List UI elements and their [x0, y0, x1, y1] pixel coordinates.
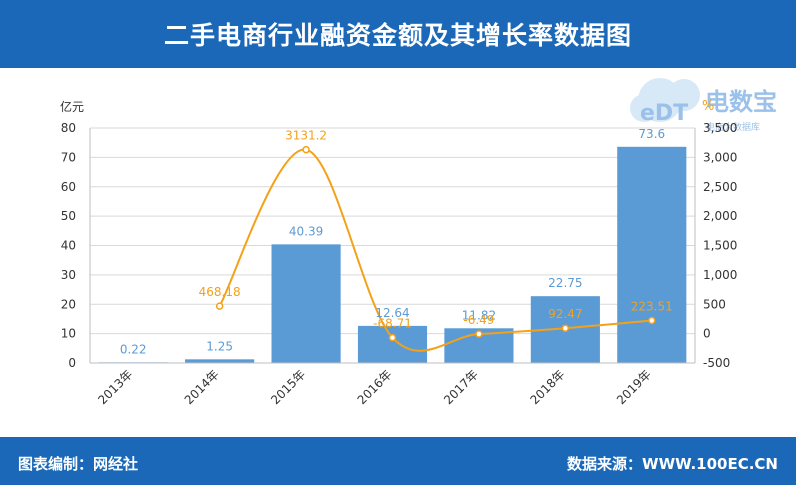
- footer-source: 数据来源：WWW.100EC.CN: [567, 455, 778, 473]
- line-point: [215, 302, 224, 310]
- bar-value-label: 12.64: [375, 306, 409, 320]
- bar: [357, 325, 428, 363]
- bar-value-label: 40.39: [289, 224, 323, 238]
- svg-text:电商大数据库: 电商大数据库: [706, 121, 760, 133]
- bar: [185, 359, 255, 363]
- x-tick-label: 2019年: [614, 367, 654, 407]
- line-point: [561, 324, 570, 332]
- y-tick-label: 30: [61, 268, 76, 282]
- x-tick-label: 2018年: [527, 367, 567, 407]
- x-tick-label: 2014年: [182, 367, 222, 407]
- y-tick-label: 70: [61, 150, 76, 164]
- x-tick-label: 2013年: [95, 367, 135, 407]
- y2-tick-label: -500: [703, 356, 730, 370]
- page-title: 二手电商行业融资金额及其增长率数据图: [163, 21, 632, 50]
- bar-value-label: 1.25: [206, 339, 233, 353]
- line-point: [475, 330, 483, 338]
- y2-tick-label: 3,000: [703, 150, 737, 164]
- y2-tick-label: 0: [703, 327, 711, 341]
- y2-tick-label: 2,500: [703, 180, 737, 194]
- bar-value-label: 11.82: [462, 308, 496, 322]
- y-tick-label: 0: [68, 356, 76, 370]
- line-value-label: 468.18: [199, 285, 241, 299]
- y2-tick-label: 3,500: [703, 121, 737, 135]
- y-tick-label: 20: [61, 297, 76, 311]
- y2-tick-label: 1,000: [703, 268, 737, 282]
- line-value-label: 3131.2: [285, 129, 327, 143]
- line-value-label: 92.47: [548, 307, 582, 321]
- line-point: [648, 316, 656, 325]
- bar-value-label: 0.22: [120, 342, 147, 356]
- bar: [271, 244, 341, 363]
- y2-tick-label: 500: [703, 297, 726, 311]
- footer-banner: 图表编制：网经社 数据来源：WWW.100EC.CN: [0, 437, 796, 485]
- y-tick-label: 50: [61, 209, 76, 223]
- y-tick-label: 60: [61, 180, 76, 194]
- line-point: [302, 145, 310, 154]
- line-point: [388, 333, 397, 342]
- line-value-label: -68.71: [373, 317, 412, 331]
- bar: [617, 146, 687, 363]
- x-tick-label: 2017年: [441, 367, 481, 407]
- y-tick-label: 10: [61, 327, 76, 341]
- y2-axis-label: %: [702, 99, 714, 114]
- y-tick-label: 80: [61, 121, 76, 135]
- x-tick-label: 2015年: [268, 367, 308, 407]
- line-value-label: 223.51: [631, 299, 673, 313]
- x-tick-label: 2016年: [355, 367, 395, 407]
- y2-tick-label: 2,000: [703, 209, 737, 223]
- line-value-label: -6.49: [463, 313, 494, 327]
- y2-tick-label: 1,500: [703, 239, 737, 253]
- footer-credit: 图表编制：网经社: [18, 455, 139, 473]
- svg-text:电数宝: 电数宝: [705, 88, 777, 116]
- bar-value-label: 22.75: [548, 276, 582, 290]
- svg-text:eDT: eDT: [640, 101, 688, 126]
- bar-value-label: 73.6: [638, 127, 665, 141]
- y-tick-label: 40: [61, 239, 76, 253]
- title-banner: 二手电商行业融资金额及其增长率数据图: [0, 0, 796, 68]
- y-axis-label: 亿元: [60, 99, 84, 114]
